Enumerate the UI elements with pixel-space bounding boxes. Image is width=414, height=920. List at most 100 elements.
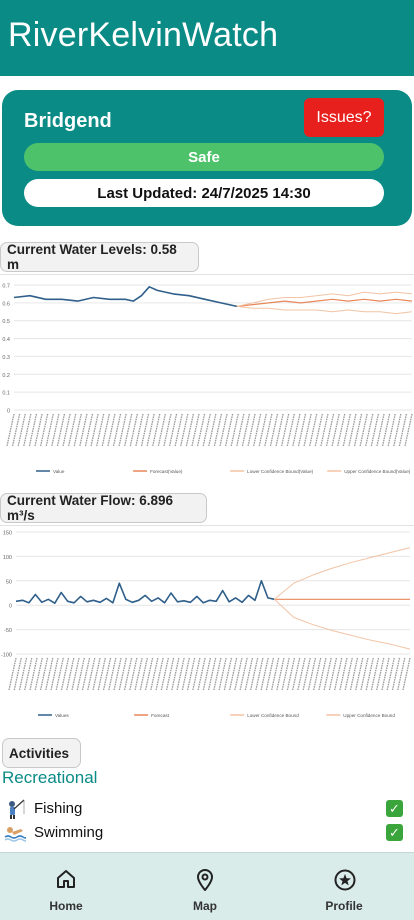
x-tick-label: [192, 657, 201, 691]
x-tick-label: [213, 657, 222, 691]
profile-icon: [334, 869, 356, 891]
x-tick-label: [281, 413, 290, 447]
x-tick-label: [286, 413, 295, 447]
x-tick-label: [387, 413, 396, 447]
x-tick-label: [118, 657, 127, 691]
bottom-nav: Home Map Profile: [0, 852, 414, 920]
safety-status-badge: Safe: [24, 143, 384, 171]
nav-home[interactable]: Home: [21, 853, 111, 920]
x-tick-label: [224, 413, 234, 447]
legend-label: Lower Confidence Bound: [247, 713, 299, 718]
x-tick-label: [186, 657, 196, 691]
x-tick-label: [376, 657, 385, 691]
y-tick-label: -100: [1, 653, 12, 659]
x-tick-label: [113, 657, 122, 691]
water-flow-chart: -100 -50 0 50 100 150 Values Forecast Lower Conf…: [0, 525, 414, 725]
issues-button[interactable]: Issues?: [304, 98, 384, 137]
water-flow-chart-svg: -100 -50 0 50 100 150 Values Forecast Lower Conf…: [1, 531, 411, 718]
x-tick-label: [307, 657, 317, 691]
x-tick-label: [202, 657, 212, 691]
x-tick-label: [402, 657, 411, 691]
legend-label: Forecast: [151, 713, 170, 718]
nav-profile[interactable]: Profile: [299, 853, 389, 920]
x-tick-label: [360, 657, 369, 691]
x-tick-label: [320, 413, 329, 447]
x-tick-label: [348, 413, 357, 447]
x-tick-label: [152, 413, 161, 447]
x-tick-label: [303, 413, 312, 447]
x-tick-label: [28, 413, 38, 447]
nav-map[interactable]: Map: [160, 853, 250, 920]
nav-label: Map: [193, 899, 217, 913]
x-tick-label: [292, 413, 301, 447]
x-tick-label: [230, 413, 239, 447]
x-tick-label: [124, 413, 133, 447]
x-tick-label: [73, 413, 82, 447]
x-tick-label: [349, 657, 359, 691]
x-tick-label: [196, 413, 206, 447]
x-tick-label: [207, 657, 217, 691]
x-tick-label: [197, 657, 206, 691]
legend-label: Values: [55, 713, 69, 718]
x-tick-label: [39, 413, 49, 447]
x-tick-label: [56, 413, 66, 447]
x-tick-label: [318, 657, 327, 691]
x-tick-label: [174, 413, 183, 447]
x-tick-label: [213, 413, 223, 447]
y-tick-label: 0.1: [2, 391, 10, 397]
x-tick-label: [260, 657, 269, 691]
x-tick-label: [60, 657, 70, 691]
x-tick-label: [381, 657, 390, 691]
x-tick-label: [323, 657, 332, 691]
x-tick-label: [68, 413, 77, 447]
x-tick-label: [181, 657, 190, 691]
app-title: RiverKelvinWatch: [8, 16, 279, 54]
x-tick-label: [297, 413, 307, 447]
x-tick-label: [391, 657, 401, 691]
x-tick-label: [112, 413, 122, 447]
status-card: Bridgend Issues? Safe Last Updated: 24/7…: [2, 90, 412, 226]
x-tick-label: [276, 657, 285, 691]
x-tick-label: [376, 413, 385, 447]
x-tick-label: [29, 657, 38, 691]
x-tick-label: [76, 657, 85, 691]
x-tick-label: [339, 657, 348, 691]
x-tick-label: [344, 657, 353, 691]
x-tick-label: [219, 413, 228, 447]
nav-label: Profile: [325, 899, 363, 913]
x-tick-label: [129, 657, 138, 691]
x-tick-label: [92, 657, 101, 691]
x-tick-label: [155, 657, 164, 691]
x-tick-label: [107, 413, 116, 447]
water-level-chart: 0 0.1 0.2 0.3 0.4 0.5 0.6 0.7 Value Forecast(Valu…: [0, 274, 414, 476]
y-tick-label: 0: [7, 409, 10, 415]
legend-label: Upper Confidence Bound(Value): [344, 469, 411, 474]
x-tick-label: [397, 657, 406, 691]
x-tick-label: [271, 657, 280, 691]
y-tick-label: -50: [4, 628, 12, 634]
station-name: Bridgend: [24, 110, 112, 132]
app-header: RiverKelvinWatch: [0, 0, 414, 76]
y-tick-label: 50: [6, 579, 12, 585]
series-line-0: [15, 580, 275, 604]
x-tick-label: [334, 657, 343, 691]
series-line-3: [236, 291, 413, 307]
series-line-3: [274, 547, 411, 600]
fishing-icon: [9, 799, 25, 819]
activity-row-fishing: Fishing ✓: [0, 798, 414, 820]
x-tick-label: [96, 413, 105, 447]
series-line-0: [13, 286, 238, 308]
water-level-heading: Current Water Levels: 0.58 m: [0, 242, 199, 272]
x-tick-label: [229, 657, 238, 691]
x-tick-label: [180, 413, 189, 447]
x-tick-label: [365, 413, 374, 447]
y-tick-label: 0.5: [2, 319, 10, 325]
x-tick-label: [253, 413, 262, 447]
x-tick-label: [51, 413, 60, 447]
x-tick-label: [129, 413, 138, 447]
x-tick-label: [398, 413, 408, 447]
y-tick-label: 0.6: [2, 301, 10, 307]
x-tick-label: [191, 413, 200, 447]
x-tick-label: [17, 413, 26, 447]
x-tick-label: [202, 413, 211, 447]
